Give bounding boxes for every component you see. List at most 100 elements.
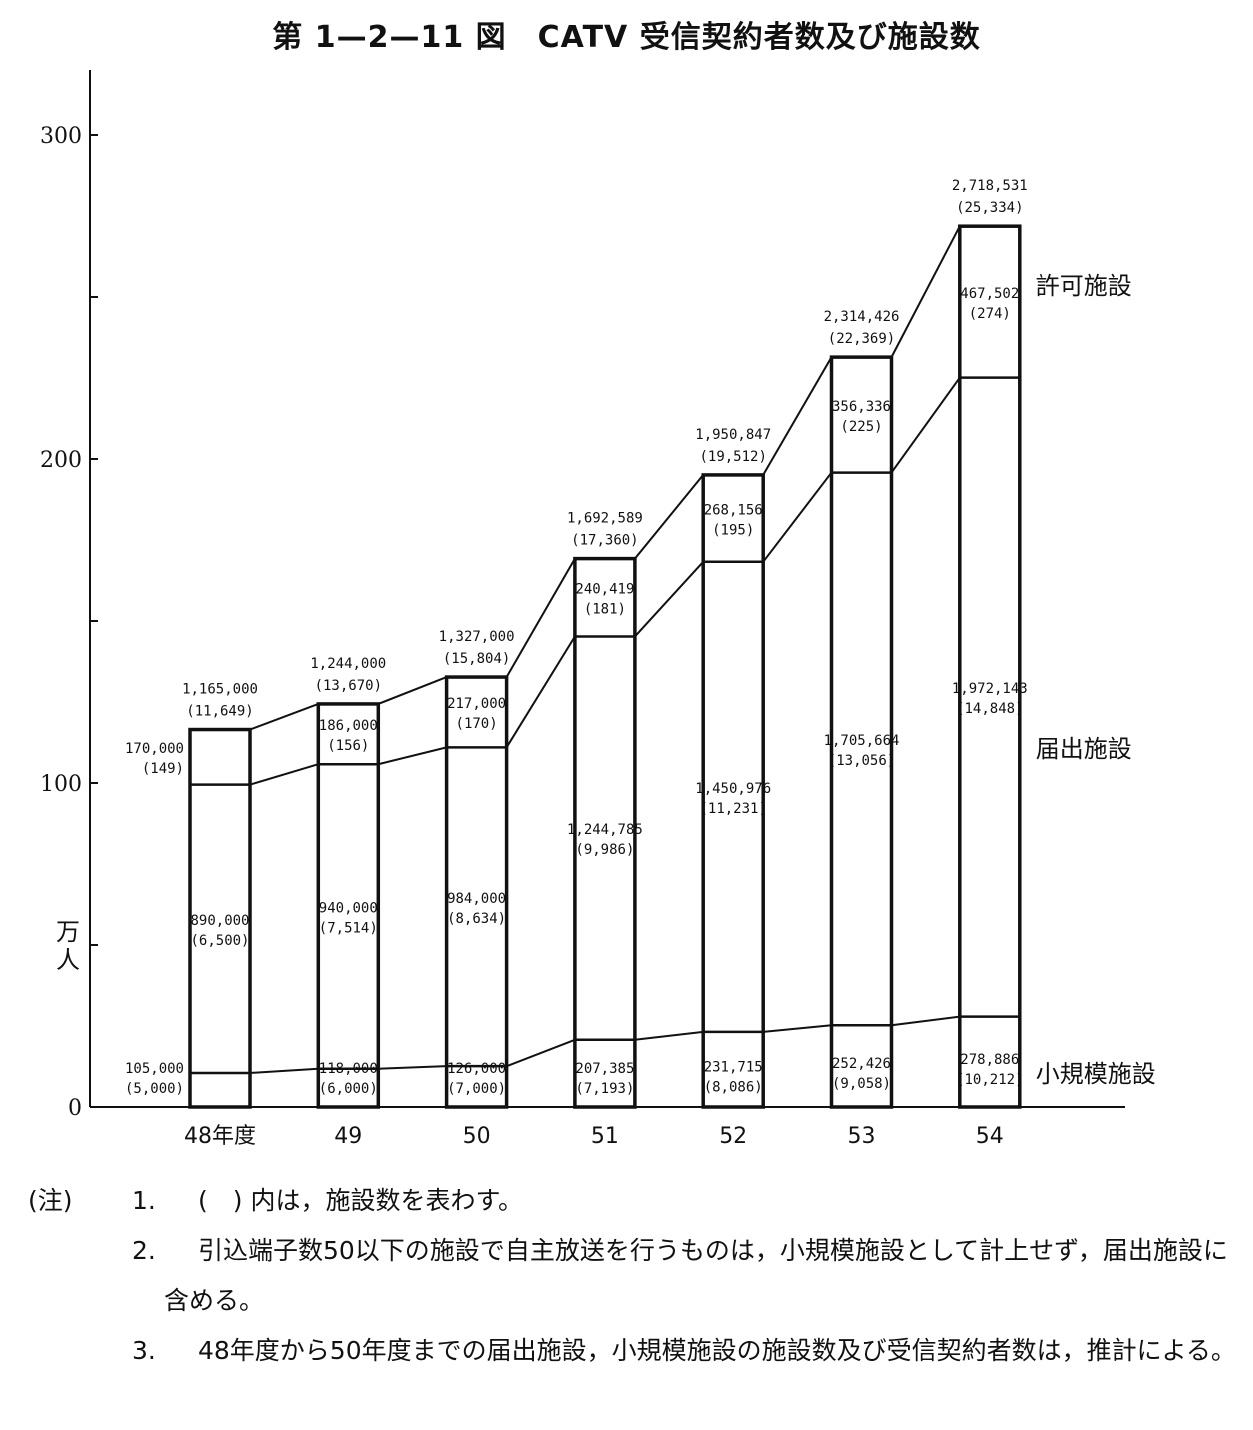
note-number: 2. <box>132 1236 156 1265</box>
notified-facility-label: (13,056) <box>828 753 895 769</box>
bar-total <box>701 473 765 1109</box>
legend-notified-facility: 届出施設 <box>1036 735 1132 763</box>
note-text: 48年度から50年度までの届出施設，小規模施設の施設数及び受信契約者数は，推計に… <box>198 1336 1236 1365</box>
total-facility-label: (22,369) <box>828 331 895 347</box>
y-tick-label: 0 <box>68 1096 82 1121</box>
small-facility-label: (7,000) <box>447 1081 506 1097</box>
x-tick-label: 54 <box>976 1124 1004 1149</box>
total-value-label: 2,314,426 <box>824 309 900 325</box>
licensed-value-label: 356,336 <box>832 399 891 415</box>
small-facility-label: (6,000) <box>319 1081 378 1097</box>
total-value-label: 1,327,000 <box>439 629 515 645</box>
y-tick-label: 200 <box>40 448 82 473</box>
x-tick-label: 53 <box>848 1124 876 1149</box>
notified-facility-label: (7,514) <box>319 920 378 936</box>
small-value-label: 278,886 <box>960 1052 1019 1068</box>
small-value-label: 231,715 <box>704 1059 763 1075</box>
note-text: ( ) 内は，施設数を表わす。 <box>198 1186 523 1215</box>
connector-total <box>762 356 833 476</box>
note-number: 3. <box>132 1336 156 1365</box>
small-facility-label: (10,212) <box>956 1072 1023 1088</box>
y-tick-label: 100 <box>40 772 82 797</box>
total-value-label: 1,950,847 <box>695 427 771 443</box>
small-facility-label: (9,058) <box>832 1076 891 1092</box>
connector-small-boundary <box>249 1067 319 1074</box>
connector-small-boundary <box>378 1065 447 1070</box>
note-item-2: 2. 引込端子数50以下の施設で自主放送を行うものは，小規模施設として計上せず，… <box>28 1226 1243 1326</box>
licensed-facility-label: (149) <box>142 761 184 777</box>
y-axis-unit-label: 人 <box>56 946 80 974</box>
notes-heading: (注) <box>28 1186 73 1215</box>
total-value-label: 2,718,531 <box>952 178 1028 194</box>
x-tick-label: 52 <box>719 1124 747 1149</box>
notified-facility-label: (14,848) <box>956 701 1023 717</box>
bar-total <box>188 727 252 1109</box>
total-facility-label: (15,804) <box>443 651 510 667</box>
legend-small-facility: 小規模施設 <box>1036 1060 1156 1088</box>
total-facility-label: (17,360) <box>571 533 638 549</box>
notified-value-label: 940,000 <box>319 900 378 916</box>
total-value-label: 1,692,589 <box>567 511 643 527</box>
notified-facility-label: (9,986) <box>575 842 634 858</box>
licensed-facility-label: (170) <box>456 716 498 732</box>
notified-value-label: 1,705,664 <box>824 733 900 749</box>
connector-notified-boundary <box>890 377 961 474</box>
bar-total <box>958 224 1022 1109</box>
connector-small-boundary <box>506 1038 576 1068</box>
total-facility-label: (11,649) <box>186 704 253 720</box>
licensed-value-label: 217,000 <box>447 696 506 712</box>
notified-value-label: 1,244,785 <box>567 822 643 838</box>
connector-notified-boundary <box>505 635 576 748</box>
connector-notified-boundary <box>762 471 833 563</box>
chart-notes: (注) 1. ( ) 内は，施設数を表わす。 2. 引込端子数50以下の施設で自… <box>28 1176 1243 1376</box>
connector-small-boundary <box>763 1024 832 1033</box>
total-facility-label: (25,334) <box>956 200 1023 216</box>
small-facility-label: (8,086) <box>704 1079 763 1095</box>
x-tick-label: 48年度 <box>184 1124 256 1149</box>
licensed-value-label: 170,000 <box>125 741 184 757</box>
licensed-facility-label: (195) <box>712 522 754 538</box>
legend-licensed-facility: 許可施設 <box>1036 272 1132 300</box>
note-text: 引込端子数50以下の施設で自主放送を行うものは，小規模施設として計上せず，届出施… <box>164 1236 1228 1315</box>
licensed-facility-label: (274) <box>969 306 1011 322</box>
connector-notified-boundary <box>249 763 319 786</box>
licensed-value-label: 268,156 <box>704 502 763 518</box>
notified-facility-label: (8,634) <box>447 911 506 927</box>
y-axis-unit-label: 万 <box>56 918 80 946</box>
small-facility-label: (5,000) <box>125 1081 184 1097</box>
note-number: 1. <box>132 1186 156 1215</box>
notified-value-label: 1,450,976 <box>695 781 771 797</box>
x-tick-label: 51 <box>591 1124 619 1149</box>
connector-total <box>249 703 319 731</box>
small-facility-label: (7,193) <box>575 1081 634 1097</box>
chart-title: 第 1—2—11 図 CATV 受信契約者数及び施設数 <box>272 20 981 55</box>
notified-value-label: 1,972,143 <box>952 681 1028 697</box>
x-tick-label: 50 <box>463 1124 491 1149</box>
total-facility-label: (13,670) <box>315 678 382 694</box>
small-value-label: 252,426 <box>832 1056 891 1072</box>
notified-facility-label: (11,231) <box>699 801 766 817</box>
connector-small-boundary <box>634 1030 704 1041</box>
connector-total <box>890 225 961 358</box>
connector-total <box>377 676 447 705</box>
x-tick-label: 49 <box>334 1124 362 1149</box>
small-value-label: 118,000 <box>319 1061 378 1077</box>
total-value-label: 1,165,000 <box>182 682 258 698</box>
bar-total <box>444 675 509 1109</box>
connector-total <box>634 474 704 560</box>
stacked-bar-chart: 0 100 200 300 万人 48年度 1,165,000 (11,649) 105,00… <box>40 70 1156 1149</box>
connector-notified-boundary <box>378 746 447 766</box>
licensed-facility-label: (225) <box>840 419 882 435</box>
small-value-label: 105,000 <box>125 1061 184 1077</box>
total-value-label: 1,244,000 <box>310 656 386 672</box>
connector-notified-boundary <box>634 561 704 638</box>
connector-small-boundary <box>891 1015 960 1027</box>
notified-value-label: 890,000 <box>190 913 249 929</box>
small-value-label: 207,385 <box>575 1061 634 1077</box>
note-item-3: 3. 48年度から50年度までの届出施設，小規模施設の施設数及び受信契約者数は，… <box>28 1326 1243 1376</box>
notified-facility-label: (6,500) <box>190 933 249 949</box>
connector-total <box>505 558 576 678</box>
small-value-label: 126,000 <box>447 1061 506 1077</box>
notified-value-label: 984,000 <box>447 891 506 907</box>
note-item-1: (注) 1. ( ) 内は，施設数を表わす。 <box>28 1176 1243 1226</box>
